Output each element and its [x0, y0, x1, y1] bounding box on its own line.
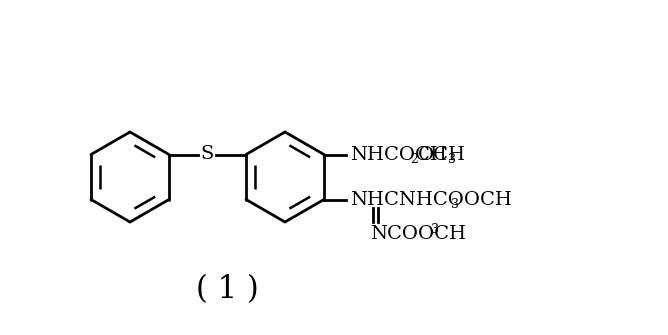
- Text: OCH: OCH: [418, 145, 466, 163]
- Text: NCOOCH: NCOOCH: [370, 225, 466, 243]
- Text: NHCNHCOOCH: NHCNHCOOCH: [350, 191, 512, 208]
- Text: ( 1 ): ( 1 ): [196, 274, 259, 305]
- Text: 3: 3: [448, 153, 456, 166]
- Text: NHCOCH: NHCOCH: [350, 145, 447, 163]
- Text: S: S: [201, 144, 214, 162]
- Text: 2: 2: [410, 153, 418, 166]
- Text: 3: 3: [431, 223, 439, 236]
- Text: 3: 3: [451, 198, 459, 211]
